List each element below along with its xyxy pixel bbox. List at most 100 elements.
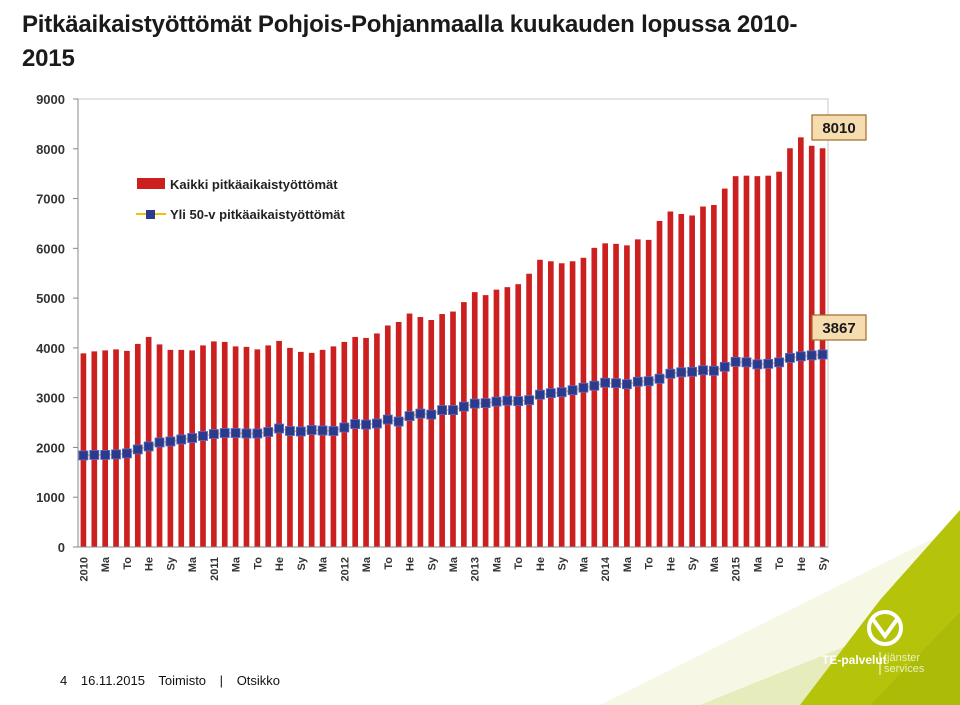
- line-marker: [89, 450, 100, 460]
- line-marker: [567, 385, 578, 396]
- y-tick-label: 3000: [36, 391, 65, 406]
- x-tick-label: Ma: [361, 556, 373, 572]
- bar: [113, 349, 119, 547]
- line-marker: [404, 411, 415, 421]
- legend: Kaikki pitkäaikaistyöttömät Yli 50-v pitk…: [136, 177, 346, 222]
- line-marker: [165, 436, 176, 447]
- bar: [504, 287, 511, 547]
- x-tick-label: Sy: [426, 556, 438, 570]
- line-marker: [111, 449, 121, 460]
- x-tick-label: To: [644, 557, 656, 570]
- line-marker: [480, 398, 491, 409]
- line-marker: [372, 418, 382, 429]
- line-marker: [752, 359, 763, 370]
- line-marker: [132, 444, 143, 455]
- y-tick-label: 4000: [36, 341, 65, 356]
- footer-subject: Otsikko: [236, 673, 281, 688]
- x-tick-label: 2015: [731, 557, 743, 581]
- bar: [363, 337, 369, 547]
- x-tick-label: Ma: [578, 556, 590, 572]
- callouts: 8010 3867: [811, 114, 867, 341]
- line-marker: [306, 425, 317, 435]
- bar: [428, 320, 435, 547]
- line-marker: [219, 428, 230, 438]
- x-tick-label: He: [274, 557, 286, 571]
- bar: [808, 145, 815, 547]
- x-tick-label: Ma: [622, 556, 634, 572]
- bar: [819, 148, 826, 547]
- bar: [613, 243, 619, 547]
- bar: [211, 341, 217, 547]
- bar: [548, 261, 554, 547]
- footer-office: Toimisto: [158, 673, 207, 688]
- bar: [189, 350, 195, 547]
- line-marker: [187, 433, 198, 443]
- line-marker: [339, 422, 350, 433]
- line-marker: [317, 425, 328, 436]
- bar: [471, 292, 478, 547]
- x-tick-label: Sy: [296, 556, 308, 570]
- x-tick-label: 2012: [339, 557, 351, 581]
- line-marker: [741, 357, 752, 368]
- x-tick-label: He: [796, 557, 808, 571]
- bar: [232, 346, 239, 547]
- line-marker: [252, 428, 263, 439]
- bar: [178, 349, 185, 547]
- line-marker: [589, 380, 600, 391]
- bar: [569, 261, 576, 547]
- bar: [221, 341, 228, 547]
- line-marker: [795, 351, 806, 362]
- line-marker: [513, 396, 524, 407]
- bar: [798, 137, 804, 547]
- bar: [80, 353, 87, 547]
- bar: [374, 333, 380, 547]
- y-tick-label: 9000: [36, 92, 65, 107]
- line-marker: [448, 405, 458, 416]
- line-marker: [654, 373, 665, 384]
- line-marker: [730, 356, 741, 367]
- line-marker: [524, 395, 534, 406]
- bar: [493, 289, 500, 547]
- x-tick-label: He: [405, 557, 417, 571]
- x-tick-label: 2011: [209, 557, 221, 581]
- bar: [537, 259, 543, 547]
- bar: [645, 239, 652, 548]
- line-marker: [285, 426, 295, 436]
- line-marker: [437, 405, 448, 416]
- line-marker: [665, 368, 676, 379]
- x-tick-label: He: [535, 557, 547, 571]
- line-marker: [817, 349, 828, 360]
- bar: [384, 325, 391, 547]
- bar: [634, 239, 641, 547]
- line-marker: [458, 401, 469, 412]
- bar: [330, 346, 337, 547]
- bar: [450, 311, 456, 547]
- line-marker: [806, 350, 817, 361]
- y-tick-label: 7000: [36, 192, 65, 207]
- bar: [580, 257, 587, 547]
- bar: [254, 349, 261, 547]
- line-marker: [763, 358, 774, 369]
- x-tick-label: He: [665, 557, 677, 571]
- bar: [591, 247, 598, 547]
- line-marker: [578, 382, 589, 393]
- line-marker: [393, 416, 404, 427]
- x-tick-label: Ma: [752, 556, 764, 572]
- bar: [287, 347, 293, 547]
- slide-title: Pitkäaikaistyöttömät Pohjois-Pohjanmaall…: [22, 11, 798, 72]
- bar: [200, 345, 206, 547]
- bar: [102, 350, 108, 547]
- legend-swatch-bars: [137, 178, 165, 189]
- bar: [395, 322, 402, 547]
- x-tick-label: To: [122, 557, 134, 570]
- callout-box: [811, 114, 867, 141]
- bar-series: [80, 137, 826, 548]
- y-tick-label: 6000: [36, 241, 65, 256]
- x-tick-label: Sy: [687, 556, 699, 570]
- logo-secondary: tjänster services: [884, 653, 924, 675]
- line-marker: [361, 419, 371, 430]
- line-marker: [176, 434, 187, 445]
- bar: [700, 206, 706, 547]
- y-tick-label: 5000: [36, 291, 65, 306]
